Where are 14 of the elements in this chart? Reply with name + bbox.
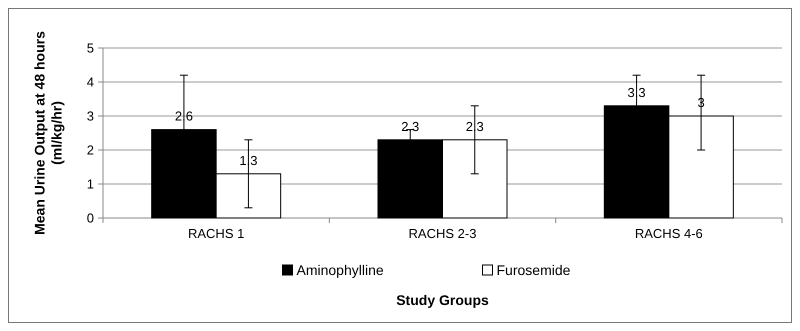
x-axis-title: Study Groups (396, 292, 489, 308)
legend-label: Aminophylline (296, 262, 384, 278)
y-tick-label: 0 (86, 210, 94, 226)
legend-label: Furosemide (496, 262, 571, 278)
y-tick-label: 2 (86, 142, 94, 158)
data-label: 2.3 (401, 118, 420, 134)
y-tick-label: 3 (86, 108, 94, 124)
y-axis-title: Mean Urine Output at 48 hours (ml/kg/hr) (32, 30, 64, 235)
y-tick-label: 4 (86, 74, 94, 90)
x-tick-label: RACHS 4-6 (634, 226, 703, 241)
y-tick-label: 1 (86, 176, 94, 192)
x-tick-label: RACHS 2-3 (408, 226, 476, 241)
y-tick-label: 5 (86, 40, 94, 56)
x-tick-label: RACHS 1 (188, 226, 244, 241)
